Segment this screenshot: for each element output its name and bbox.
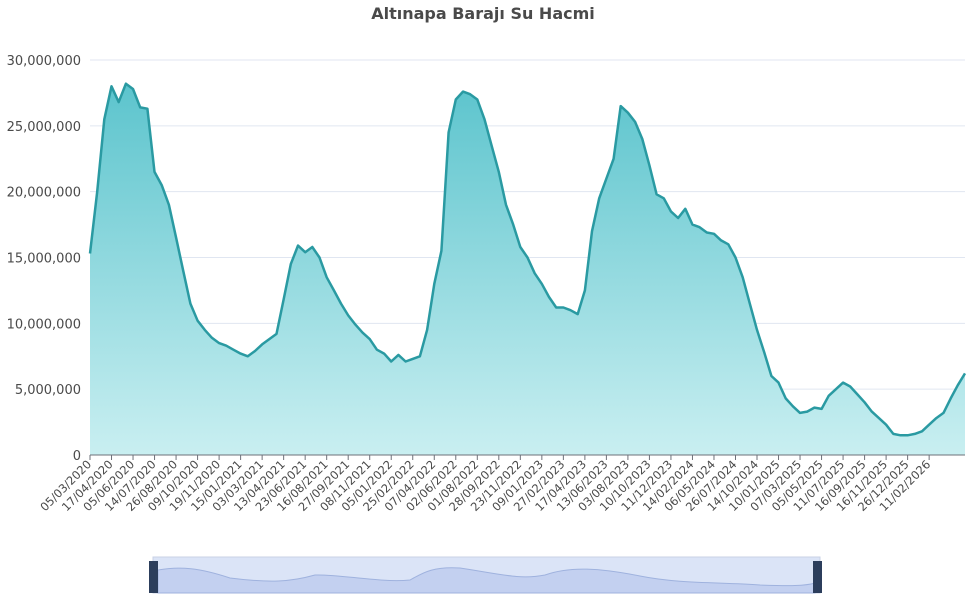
line — [88, 82, 966, 437]
y-tick-label: 10,000,000 — [7, 317, 81, 332]
y-tick-label: 5,000,000 — [15, 383, 81, 398]
y-tick-label: 30,000,000 — [7, 54, 81, 69]
y-tick-label: 20,000,000 — [7, 186, 81, 201]
y-tick-label: 0 — [73, 449, 81, 464]
data-zoom[interactable] — [149, 556, 822, 594]
plot-area: 0 5,000,000 10,000,000 15,000,000 20,000,000… — [7, 54, 966, 514]
zoom-handle[interactable] — [149, 561, 158, 593]
area — [90, 83, 965, 455]
y-tick-label: 15,000,000 — [7, 252, 81, 267]
y-tick-label: 25,000,000 — [7, 120, 81, 135]
zoom-handle[interactable] — [813, 561, 822, 593]
chart-title: Altınapa Barajı Su Hacmi — [371, 4, 595, 23]
zoom-preview — [157, 567, 816, 594]
